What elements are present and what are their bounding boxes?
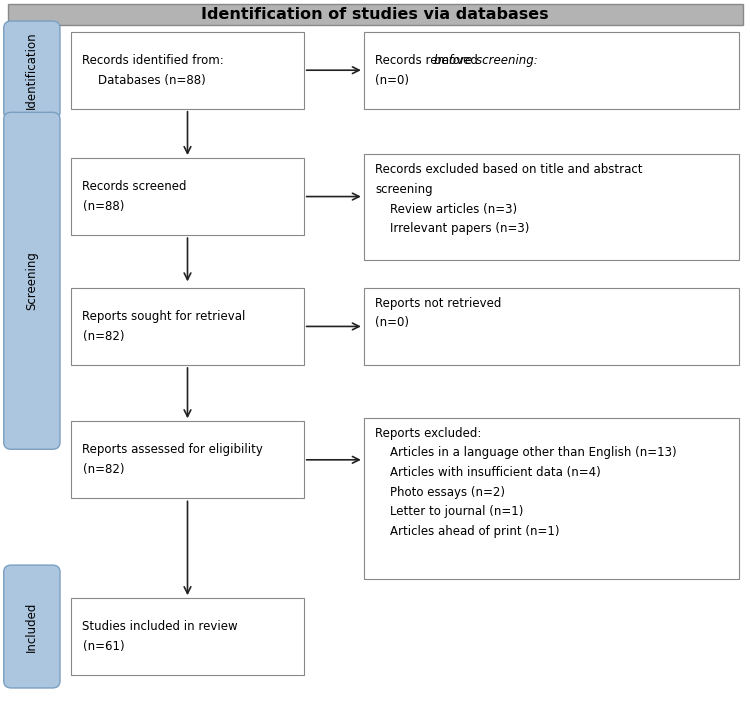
Text: (n=82): (n=82) <box>82 463 124 476</box>
Text: Photo essays (n=2): Photo essays (n=2) <box>390 486 505 498</box>
Text: Records excluded based on title and abstract: Records excluded based on title and abst… <box>375 164 643 176</box>
Text: Reports assessed for eligibility: Reports assessed for eligibility <box>82 444 263 456</box>
Text: Studies included in review: Studies included in review <box>82 621 238 633</box>
FancyBboxPatch shape <box>364 154 739 260</box>
FancyBboxPatch shape <box>71 288 304 365</box>
Text: (n=88): (n=88) <box>82 200 124 213</box>
FancyBboxPatch shape <box>4 112 60 449</box>
Text: Irrelevant papers (n=3): Irrelevant papers (n=3) <box>390 223 530 235</box>
Text: Identification of studies via databases: Identification of studies via databases <box>201 6 549 22</box>
Text: (n=0): (n=0) <box>375 317 409 329</box>
FancyBboxPatch shape <box>8 4 742 25</box>
Text: Screening: Screening <box>26 251 38 310</box>
Text: Articles in a language other than English (n=13): Articles in a language other than Englis… <box>390 446 676 459</box>
Text: Records identified from:: Records identified from: <box>82 54 224 67</box>
FancyBboxPatch shape <box>4 21 60 119</box>
Text: Identification: Identification <box>26 32 38 109</box>
Text: Letter to journal (n=1): Letter to journal (n=1) <box>390 505 524 518</box>
Text: Reports not retrieved: Reports not retrieved <box>375 297 501 310</box>
Text: Review articles (n=3): Review articles (n=3) <box>390 203 518 216</box>
Text: Reports sought for retrieval: Reports sought for retrieval <box>82 310 246 323</box>
FancyBboxPatch shape <box>364 418 739 579</box>
Text: (n=82): (n=82) <box>82 330 124 343</box>
FancyBboxPatch shape <box>71 32 304 109</box>
Text: Articles with insufficient data (n=4): Articles with insufficient data (n=4) <box>390 466 601 479</box>
Text: before screening:: before screening: <box>434 54 538 67</box>
Text: Records removed: Records removed <box>375 54 482 67</box>
Text: (n=0): (n=0) <box>375 74 409 86</box>
FancyBboxPatch shape <box>364 288 739 365</box>
FancyBboxPatch shape <box>71 598 304 675</box>
FancyBboxPatch shape <box>4 565 60 688</box>
Text: (n=61): (n=61) <box>82 640 124 653</box>
Text: Included: Included <box>26 602 38 652</box>
Text: screening: screening <box>375 183 433 196</box>
FancyBboxPatch shape <box>71 158 304 235</box>
Text: Databases (n=88): Databases (n=88) <box>98 74 206 86</box>
FancyBboxPatch shape <box>364 32 739 109</box>
Text: Records screened: Records screened <box>82 180 187 193</box>
FancyBboxPatch shape <box>71 421 304 498</box>
Text: Articles ahead of print (n=1): Articles ahead of print (n=1) <box>390 525 560 538</box>
Text: Reports excluded:: Reports excluded: <box>375 427 482 439</box>
